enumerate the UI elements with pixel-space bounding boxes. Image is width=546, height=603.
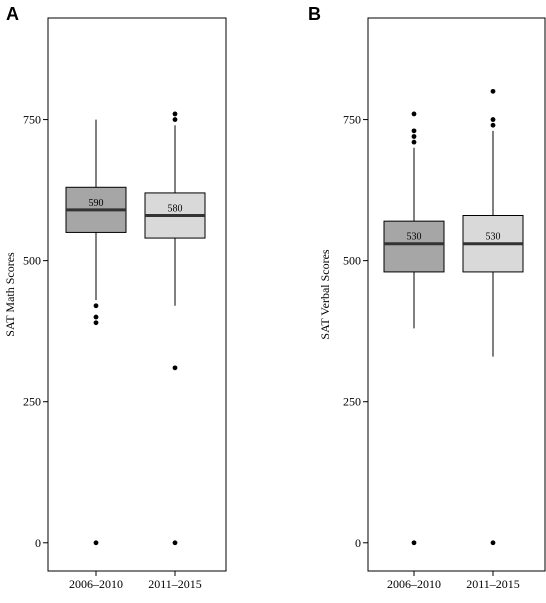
panel-a-outlier-point (172, 117, 178, 122)
panel-a-outlier-point (93, 540, 99, 546)
panel-a-y-tick-label: 500 (23, 254, 41, 268)
panel-b-outlier-point (411, 540, 417, 546)
panel-b-y-tick-label: 0 (355, 536, 361, 550)
panel-a-outlier-point (93, 303, 99, 309)
panel-a-median-label: 580 (168, 204, 183, 215)
panel-b-outlier-point (411, 134, 417, 139)
panel-a-x-tick-label: 2006–2010 (69, 577, 123, 591)
panel-a-y-tick-label: 250 (23, 395, 41, 409)
panel-b-x-tick-label: 2011–2015 (466, 577, 520, 591)
panel-a-letter: A (6, 4, 19, 24)
panel-a-median-label: 590 (89, 198, 104, 209)
panel-a-y-axis-title: SAT Math Scores (3, 252, 17, 337)
panel-b-median-label: 530 (407, 232, 422, 243)
panel-b-outlier-point (411, 111, 417, 117)
panel-a-frame (47, 17, 227, 572)
panel-b-outlier-point (490, 117, 496, 122)
panel-b-frame (367, 17, 546, 572)
panel-a-outlier-point (93, 320, 99, 326)
panel-a-outlier-point (172, 540, 178, 546)
panel-a-outlier-point (93, 314, 99, 320)
panel-a-y-tick-label: 750 (23, 113, 41, 127)
panel-b-y-tick-label: 750 (343, 113, 361, 127)
panel-a-outlier-point (172, 111, 178, 117)
panel-b-outlier-point (490, 122, 496, 128)
panel-b-outlier-point (490, 88, 496, 94)
panel-b-box (383, 220, 445, 273)
panel-b-median-label: 530 (486, 232, 501, 243)
panel-b-outlier-point (490, 540, 496, 546)
panel-b-y-tick-label: 500 (343, 254, 361, 268)
panel-b-outlier-point (411, 139, 417, 145)
panel-a-x-tick-label: 2011–2015 (148, 577, 202, 591)
panel-b-x-tick-label: 2006–2010 (387, 577, 441, 591)
panel-a-outlier-point (172, 365, 178, 371)
panel-b-y-tick-label: 250 (343, 395, 361, 409)
panel-a-y-tick-label: 0 (35, 536, 41, 550)
panel-b-letter: B (308, 4, 321, 24)
panel-b-y-axis-title: SAT Verbal Scores (318, 249, 332, 340)
panel-b-outlier-point (411, 128, 417, 134)
